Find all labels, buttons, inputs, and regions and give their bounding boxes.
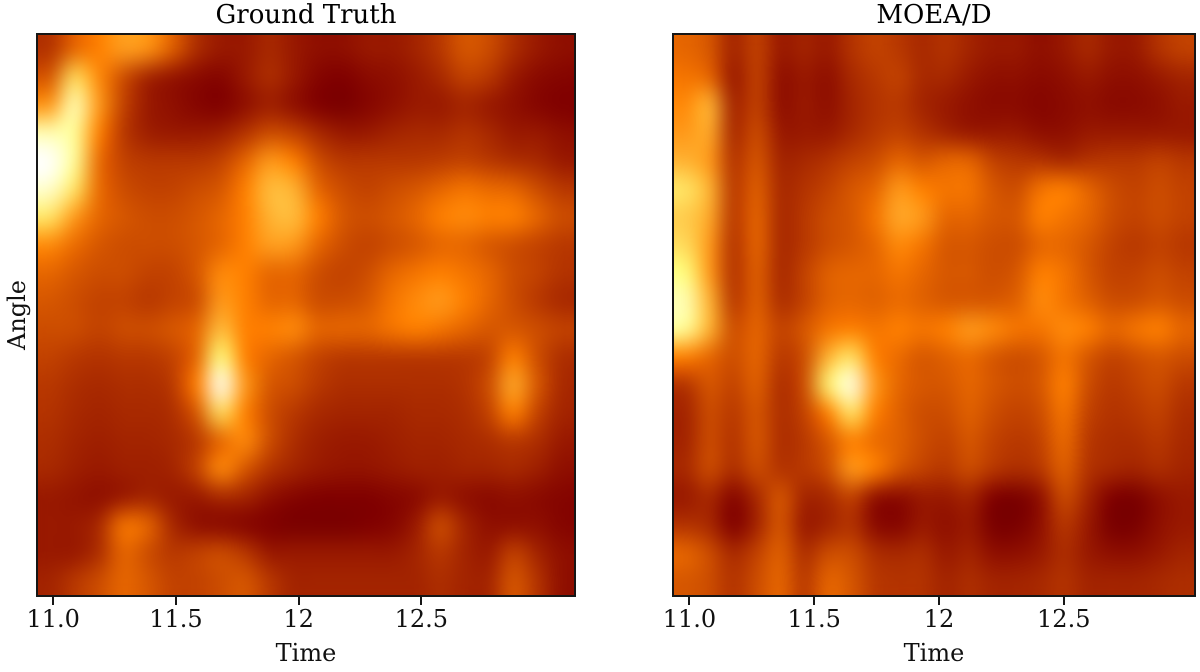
x-tick-mark [420, 597, 423, 605]
x-tick-label: 12 [283, 605, 314, 633]
x-tick-label: 11.5 [149, 605, 203, 633]
x-tick-mark [297, 597, 300, 605]
x-tick-label: 11.0 [26, 605, 80, 633]
heatmap-image-ground-truth [38, 35, 574, 595]
panel-moead: MOEA/D 11.0 11.5 12 12.5 Time [663, 0, 1196, 667]
heatmap-image-moead [674, 35, 1194, 595]
panel-ground-truth: Ground Truth 11.0 11.5 12 12.5 Time Angle [3, 0, 576, 667]
panel-title-ground-truth: Ground Truth [215, 0, 397, 30]
x-tick-label: 12.5 [394, 605, 449, 633]
x-axis-label-moead: Time [903, 639, 965, 667]
x-tick-mark [1062, 597, 1065, 605]
y-axis-label: Angle [3, 279, 31, 351]
x-tick-mark [688, 597, 691, 605]
heatmap-moead [672, 33, 1196, 597]
panel-title-moead: MOEA/D [876, 0, 992, 30]
x-tick-label: 12.5 [1037, 605, 1091, 633]
x-tick-mark [937, 597, 940, 605]
x-axis-label-ground-truth: Time [275, 639, 337, 667]
x-tick-label: 12 [923, 605, 955, 633]
x-tick-mark [813, 597, 816, 605]
x-tick-mark [174, 597, 177, 605]
heatmap-ground-truth [36, 33, 576, 597]
x-tick-label: 11.5 [787, 605, 841, 633]
y-axis-label-wrap: Angle [2, 33, 32, 597]
x-tick-label: 11.0 [662, 605, 717, 633]
x-tick-mark [52, 597, 55, 605]
